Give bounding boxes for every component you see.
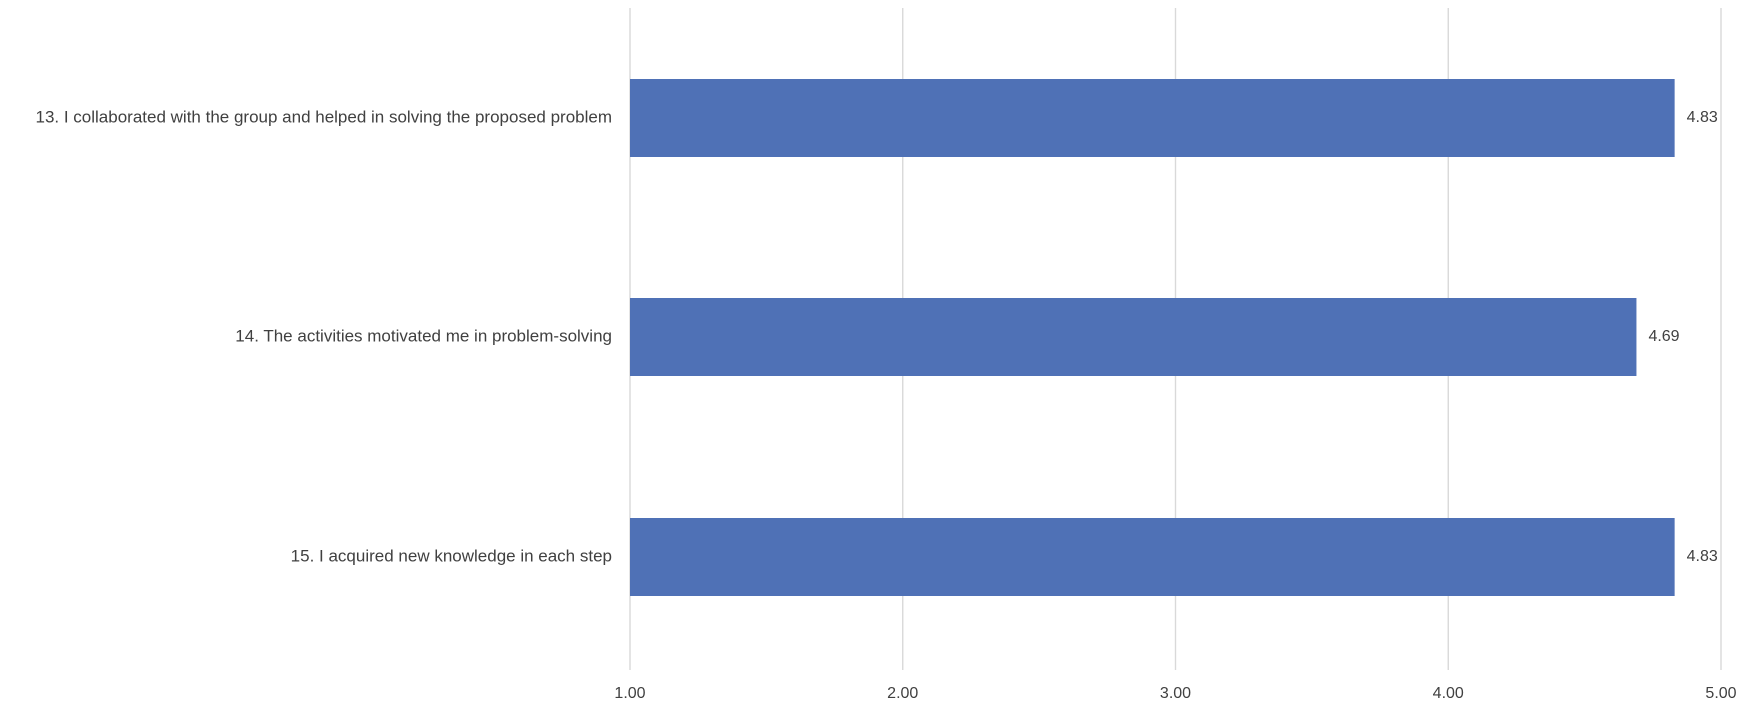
data-label-1: 4.69 xyxy=(1648,328,1679,345)
bar-2 xyxy=(630,518,1675,596)
bar-0 xyxy=(630,79,1675,157)
x-tick-label-2: 3.00 xyxy=(1160,685,1191,702)
labels: 1.00 2.00 3.00 4.00 5.00 13. I collaborated w… xyxy=(36,107,1737,702)
data-label-2: 4.83 xyxy=(1687,548,1718,565)
category-label-0: 13. I collaborated with the group and he… xyxy=(36,107,613,126)
category-label-1: 14. The activities motivated me in probl… xyxy=(235,326,612,345)
bars xyxy=(630,79,1675,596)
x-tick-label-4: 5.00 xyxy=(1705,685,1736,702)
x-tick-label-3: 4.00 xyxy=(1433,685,1464,702)
x-tick-label-1: 2.00 xyxy=(887,685,918,702)
category-label-2: 15. I acquired new knowledge in each ste… xyxy=(291,546,612,565)
bar-1 xyxy=(630,298,1637,376)
data-label-0: 4.83 xyxy=(1687,109,1718,126)
x-tick-label-0: 1.00 xyxy=(614,685,645,702)
